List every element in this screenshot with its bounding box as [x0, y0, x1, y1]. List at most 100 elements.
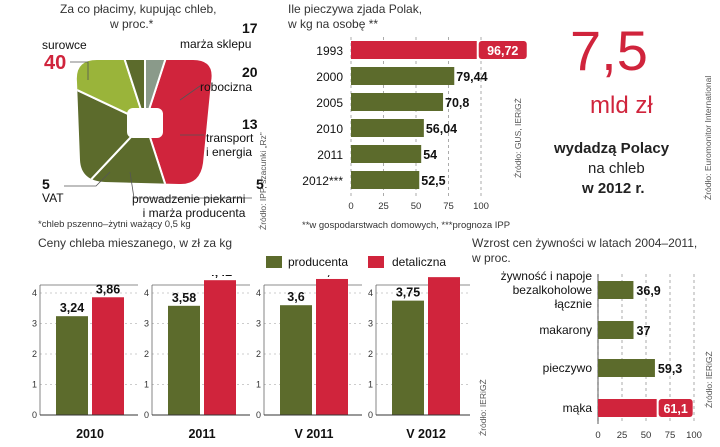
prices-value-detaliczna-2011: 4,42: [208, 275, 232, 279]
growth-tick-75: 75: [665, 430, 676, 441]
prices-tick-V2012-2: 2: [368, 349, 373, 359]
growth-tick-25: 25: [617, 430, 628, 441]
growth-title-line2: w proc.: [472, 251, 511, 265]
growth-title-line1: Wzrost cen żywności w latach 2004–2011,: [472, 236, 698, 250]
consumption-title-line1: Ile pieczywa zjada Polak,: [288, 2, 423, 16]
prices-tick-2011-1: 1: [144, 380, 149, 390]
prices-group-label-V2011: V 2011: [295, 427, 334, 441]
consumption-tick-0: 0: [348, 201, 353, 212]
prices-group-label-2011: 2011: [188, 427, 215, 441]
headline-line2: na chleb: [588, 160, 645, 177]
pie-value-piekarnia: 5: [256, 176, 264, 192]
consumption-source: Źródło: GUS, IERiGŻ: [513, 98, 523, 178]
prices-bar-detaliczna-V2012: [428, 277, 460, 415]
pie-value-vat: 5: [42, 176, 50, 192]
growth-cat-0-line-1: bezalkoholowe: [513, 283, 593, 297]
growth-source: Źródło: IERiGŻ: [704, 351, 714, 408]
headline-line1: wydadzą Polacy: [554, 140, 670, 157]
consumption-bar-2010: [351, 119, 424, 137]
consumption-tick-75: 75: [443, 201, 454, 212]
consumption-bar-2011: [351, 145, 422, 163]
consumption-value-bg-1993: [478, 41, 527, 59]
prices-group-label-2010: 2010: [76, 427, 104, 441]
growth-chart: 0 25 50 75 100 żywność i napojebezalkoholoweł…: [501, 269, 702, 441]
consumption-cat-2012***: 2012***: [302, 174, 343, 188]
consumption-cat-1993: 1993: [316, 44, 343, 58]
pie-label-marza-sklepu: marża sklepu: [180, 37, 252, 51]
consumption-cat-2010: 2010: [316, 122, 343, 136]
consumption-cat-2005: 2005: [316, 96, 343, 110]
pie-label-surowce: surowce: [42, 38, 87, 52]
consumption-bar-2000: [351, 67, 455, 85]
growth-cat-0-line-0: żywność i napoje: [501, 269, 593, 283]
prices-tick-V2011-2: 2: [256, 349, 261, 359]
pie-label-vat: VAT: [42, 191, 64, 205]
prices-value-producenta-2011: 3,58: [172, 291, 196, 305]
pie-slice-0: [143, 60, 212, 185]
prices-value-producenta-2010: 3,24: [60, 301, 84, 315]
growth-cat-2-line-0: pieczywo: [543, 361, 593, 375]
consumption-bar-1993: [351, 41, 477, 59]
prices-bar-detaliczna-2010: [92, 297, 124, 415]
headline-big-number: 7,5: [570, 19, 648, 82]
consumption-tick-100: 100: [473, 201, 489, 212]
prices-tick-2010-4: 4: [32, 288, 37, 298]
prices-tick-V2012-3: 3: [368, 319, 373, 329]
prices-tick-V2012-4: 4: [368, 288, 373, 298]
pie-title-line1: Za co płacimy, kupując chleb,: [60, 2, 217, 16]
pie-slice-3: [76, 60, 147, 124]
pie-title-line2: w proc.*: [110, 17, 154, 31]
prices-tick-2011-3: 3: [144, 319, 149, 329]
prices-value-detaliczna-V2012: 4,52: [432, 275, 456, 276]
consumption-tick-50: 50: [411, 201, 422, 212]
consumption-title-line2: w kg na osobę **: [288, 17, 379, 31]
consumption-value-2012***: 52,5: [421, 174, 445, 188]
headline-unit: mld zł: [590, 92, 653, 119]
prices-title: Ceny chleba mieszanego, w zł za kg: [38, 236, 233, 250]
consumption-value-2005: 70,8: [445, 96, 469, 110]
pie-label-piekarnia: prowadzenie piekarni i marża producenta: [132, 192, 246, 220]
pie-label-transport: transport i energia: [206, 131, 254, 159]
pie-value-robocizna: 20: [242, 64, 258, 80]
legend-detaliczna-swatch: [368, 256, 384, 268]
consumption-value-1993: 96,72: [487, 44, 518, 58]
legend-producenta-swatch: [266, 256, 282, 268]
prices-value-producenta-V2012: 3,75: [396, 286, 420, 300]
growth-tick-100: 100: [686, 430, 702, 441]
legend-detaliczna-label: detaliczna: [392, 255, 447, 269]
pie-value-surowce: 40: [44, 52, 67, 74]
consumption-value-2010: 56,04: [426, 122, 457, 136]
growth-value-1: 37: [637, 324, 651, 338]
pie-value-transport: 13: [242, 116, 258, 132]
prices-tick-V2011-3: 3: [256, 319, 261, 329]
prices-group-label-V2012: V 2012: [406, 427, 446, 441]
prices-tick-V2011-0: 0: [256, 410, 261, 420]
prices-tick-2010-1: 1: [32, 380, 37, 390]
pie-slice-4: [114, 60, 146, 123]
prices-value-detaliczna-2010: 3,86: [96, 282, 120, 296]
growth-value-0: 36,9: [636, 284, 660, 298]
consumption-chart: 0 25 50 75 100 1993 96,72 2000 79,44 2005 70,8 2010…: [302, 37, 527, 212]
growth-bar-3: [598, 399, 657, 417]
pie-slice-2: [76, 80, 147, 185]
prices-tick-2011-4: 4: [144, 288, 149, 298]
pie-value-marza-sklepu: 17: [242, 20, 258, 36]
legend-producenta-label: producenta: [288, 255, 349, 269]
prices-bar-producenta-2010: [56, 316, 88, 415]
pie-slice-5: [144, 60, 176, 123]
growth-bar-0: [598, 281, 634, 299]
prices-tick-V2012-0: 0: [368, 410, 373, 420]
headline-line3: w 2012 r.: [582, 180, 645, 197]
prices-tick-V2011-1: 1: [256, 380, 261, 390]
pie-footnote: *chleb pszenno–żytni ważący 0,5 kg: [38, 219, 191, 230]
consumption-cat-2000: 2000: [316, 70, 343, 84]
prices-tick-V2012-1: 1: [368, 380, 373, 390]
prices-tick-2011-0: 0: [144, 410, 149, 420]
prices-bar-detaliczna-V2011: [316, 278, 348, 415]
pie-chart: [76, 60, 212, 185]
growth-bar-1: [598, 321, 634, 339]
consumption-tick-25: 25: [378, 201, 389, 212]
growth-value-2: 59,3: [658, 362, 682, 376]
consumption-footnote: **w gospodarstwach domowych, ***prognoza…: [302, 220, 511, 231]
growth-tick-50: 50: [641, 430, 652, 441]
